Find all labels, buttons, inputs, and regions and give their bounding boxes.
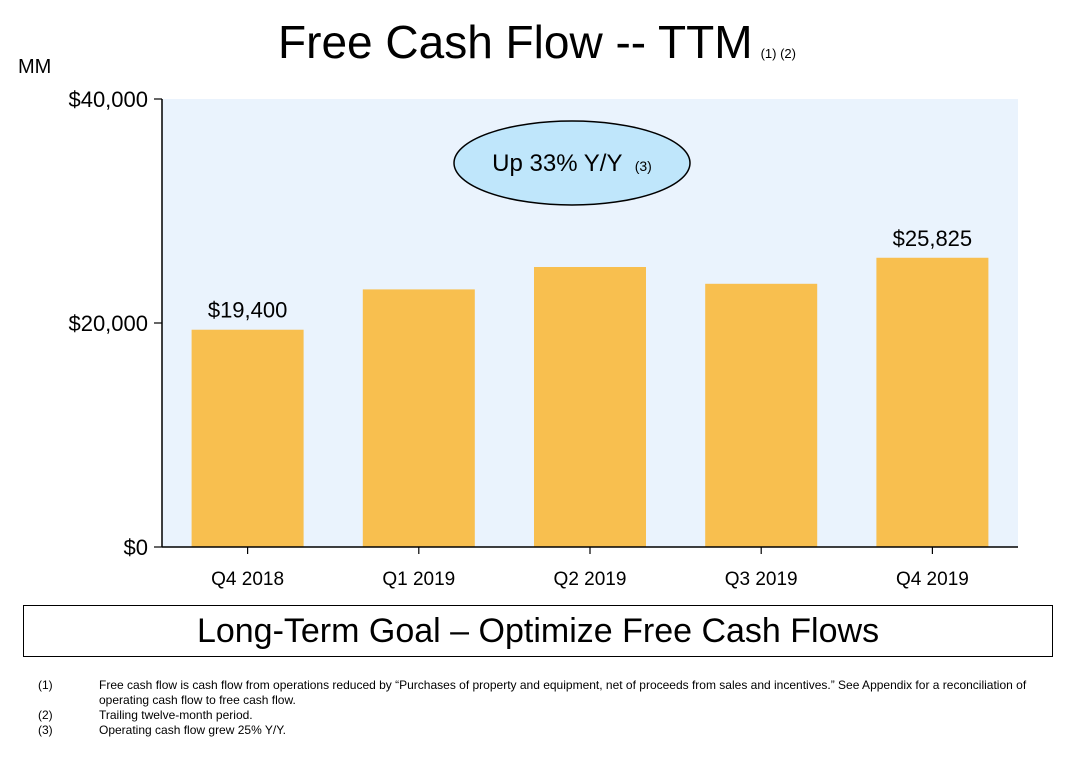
x-tick-label: Q2 2019 [554, 569, 627, 590]
footnote-text: Trailing twelve-month period. [99, 708, 253, 722]
x-tick-label: Q4 2019 [896, 569, 969, 590]
x-tick-label: Q1 2019 [382, 569, 455, 590]
callout: Up 33% Y/Y (3) [453, 120, 691, 206]
chart-title-text: Free Cash Flow -- TTM [278, 16, 753, 68]
bar [191, 329, 304, 547]
footnote-1: (1) Free cash flow is cash flow from ope… [38, 678, 1048, 708]
footnote-number: (1) [38, 678, 53, 692]
y-tick-label: $40,000 [68, 87, 148, 112]
footnotes: (1) Free cash flow is cash flow from ope… [38, 678, 1048, 738]
unit-label: MM [18, 56, 52, 78]
data-label: $19,400 [208, 298, 288, 323]
bar [534, 267, 646, 547]
y-tick-label: $0 [124, 535, 148, 560]
goal-banner: Long-Term Goal – Optimize Free Cash Flow… [23, 605, 1053, 657]
callout-text: Up 33% Y/Y (3) [492, 150, 652, 177]
bar [876, 257, 989, 547]
footnote-number: (3) [38, 723, 53, 737]
footnote-number: (2) [38, 708, 53, 722]
chart-title: Free Cash Flow -- TTM (1) (2) [0, 14, 1074, 82]
footnote-text: Operating cash flow grew 25% Y/Y. [99, 723, 286, 737]
footnote-text: Free cash flow is cash flow from operati… [99, 678, 1027, 707]
callout-ellipse [453, 120, 691, 206]
footnote-2: (2) Trailing twelve-month period. [38, 708, 1048, 723]
callout-main: Up 33% Y/Y [492, 150, 622, 177]
bar [705, 283, 818, 547]
footnote-3: (3) Operating cash flow grew 25% Y/Y. [38, 723, 1048, 738]
bar-chart: Q4 2018 Q1 2019 Q2 2019 Q3 2019 Q4 2019 $0 $20… [68, 87, 1018, 590]
title-footnote-refs: (1) (2) [760, 46, 796, 61]
callout-ref: (3) [635, 158, 652, 174]
data-label: $25,825 [893, 226, 973, 251]
x-tick-label: Q3 2019 [725, 569, 798, 590]
x-tick-label: Q4 2018 [211, 569, 284, 590]
y-tick-label: $20,000 [68, 311, 148, 336]
bar [362, 289, 475, 547]
